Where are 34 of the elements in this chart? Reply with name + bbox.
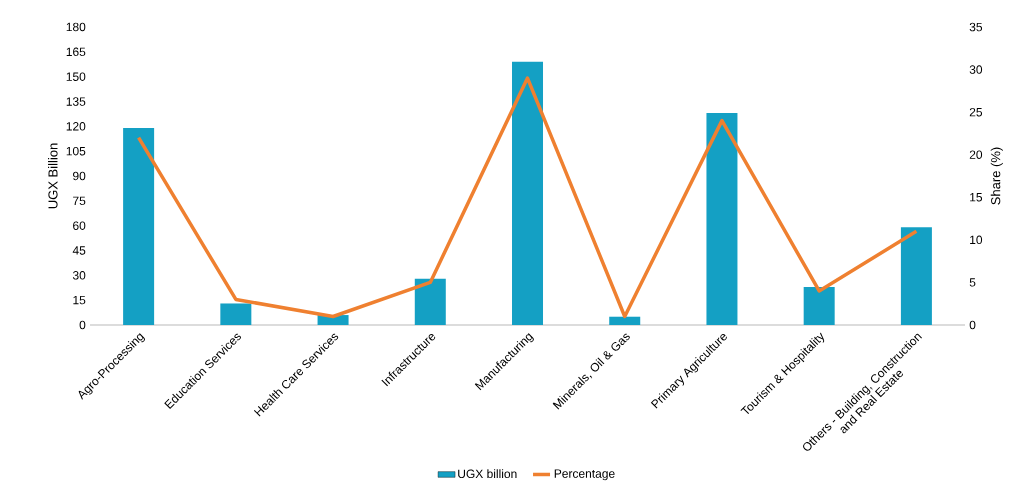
y-tick-label: 75 [73,196,86,206]
legend-label: Percentage [554,469,615,481]
y-axis-title: UGX Billion [48,143,58,209]
y-tick-label: 165 [66,47,86,57]
bar [414,278,446,326]
y-tick-label: 45 [72,246,86,255]
y-tick-label: 15 [73,296,86,305]
bar [220,303,252,326]
y-tick-label: 60 [73,221,86,231]
y2-tick-label: 15 [970,193,983,202]
y2-tick-label: 30 [969,65,983,74]
bar [803,287,835,326]
bar [900,227,932,326]
y-tick-label: 90 [73,171,86,181]
bar [609,316,641,326]
y-tick-label: 30 [72,271,86,280]
y2-tick-label: 35 [969,22,983,32]
y2-axis-title: Share (%) [990,147,1003,205]
y2-tick-label: 5 [969,278,976,287]
legend-label: UGX billion [458,469,517,479]
y2-tick-label: 20 [969,150,983,160]
y-tick-label: 180 [66,22,86,32]
bar [706,113,738,326]
y-tick-label: 120 [66,122,86,131]
bar [512,61,544,326]
line-series [136,76,919,319]
y2-tick-label: 0 [969,320,976,330]
y2-tick-label: 10 [970,235,983,245]
y-tick-label: 105 [66,147,86,156]
y2-tick-label: 25 [969,108,983,117]
y-tick-label: 150 [66,72,86,82]
y-tick-label: 135 [66,97,86,106]
bar [123,128,155,326]
y-tick-label: 0 [79,320,86,330]
